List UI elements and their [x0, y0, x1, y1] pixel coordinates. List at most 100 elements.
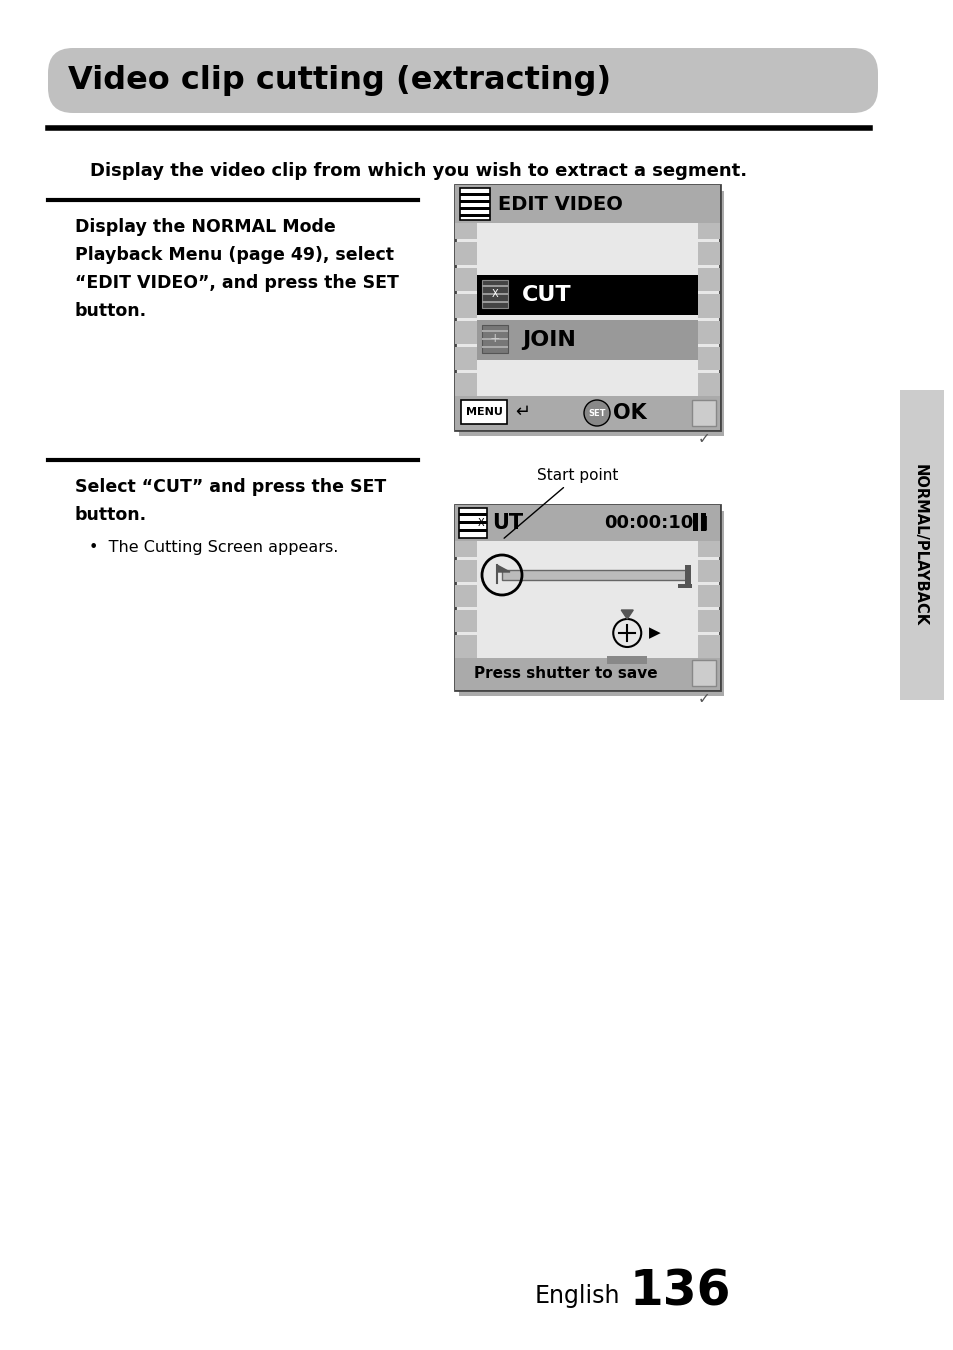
Text: “EDIT VIDEO”, and press the SET: “EDIT VIDEO”, and press the SET — [75, 274, 398, 292]
FancyBboxPatch shape — [48, 49, 877, 113]
Bar — [481, 338, 507, 340]
Text: ▶: ▶ — [649, 625, 660, 640]
Bar — [455, 636, 476, 657]
Bar — [698, 400, 720, 423]
Bar — [460, 400, 506, 424]
Text: OK: OK — [613, 404, 646, 423]
Text: +: + — [489, 332, 499, 346]
Text: CUT: CUT — [521, 285, 571, 305]
Text: 00:00:10: 00:00:10 — [603, 514, 692, 532]
Text: 136: 136 — [629, 1268, 731, 1315]
Bar — [698, 242, 720, 265]
Text: Select “CUT” and press the SET: Select “CUT” and press the SET — [75, 478, 386, 495]
Text: ↵: ↵ — [515, 404, 530, 421]
Bar — [481, 329, 507, 332]
Bar — [698, 559, 720, 582]
Bar — [481, 346, 507, 348]
Bar — [455, 400, 476, 423]
Bar — [455, 657, 720, 690]
Bar — [691, 660, 716, 686]
Text: button.: button. — [75, 506, 147, 524]
Bar — [476, 320, 698, 360]
Text: X: X — [477, 518, 484, 528]
Text: ✓: ✓ — [697, 691, 710, 706]
Bar — [455, 660, 476, 683]
Bar — [481, 293, 507, 296]
Bar — [700, 513, 705, 531]
Bar — [458, 513, 486, 516]
Text: MENU: MENU — [465, 406, 502, 417]
Text: Start point: Start point — [503, 468, 618, 539]
Bar — [455, 189, 476, 212]
Bar — [481, 301, 507, 302]
Bar — [455, 610, 476, 632]
Text: Playback Menu (page 49), select: Playback Menu (page 49), select — [75, 246, 394, 265]
Bar — [698, 585, 720, 608]
Bar — [459, 215, 490, 217]
Bar — [698, 636, 720, 657]
Bar — [678, 585, 691, 589]
Bar — [698, 294, 720, 317]
Bar — [455, 396, 720, 431]
Bar — [692, 513, 698, 531]
Bar — [459, 207, 490, 211]
Bar — [698, 216, 720, 239]
Bar — [455, 321, 476, 344]
Text: JOIN: JOIN — [521, 329, 576, 350]
Bar — [698, 660, 720, 683]
Bar — [698, 610, 720, 632]
Bar — [698, 189, 720, 212]
Bar — [459, 188, 490, 220]
Bar — [455, 185, 720, 431]
Bar — [455, 505, 720, 690]
Bar — [455, 269, 476, 292]
Bar — [698, 347, 720, 370]
Bar — [698, 269, 720, 292]
Bar — [698, 321, 720, 344]
Bar — [458, 529, 486, 532]
Bar — [698, 535, 720, 556]
FancyBboxPatch shape — [458, 190, 723, 436]
Polygon shape — [620, 610, 633, 620]
Bar — [458, 521, 486, 524]
Bar — [455, 585, 476, 608]
Text: NORMAL/PLAYBACK: NORMAL/PLAYBACK — [911, 464, 926, 626]
Text: SET: SET — [588, 409, 605, 417]
Circle shape — [583, 400, 609, 427]
Text: EDIT VIDEO: EDIT VIDEO — [497, 196, 622, 215]
Text: Video clip cutting (extracting): Video clip cutting (extracting) — [68, 65, 611, 96]
Polygon shape — [497, 566, 510, 572]
Text: UT: UT — [492, 513, 522, 533]
Text: ✓: ✓ — [697, 432, 710, 447]
Text: English: English — [534, 1284, 619, 1308]
Bar — [458, 508, 486, 539]
Bar — [455, 535, 476, 556]
Bar — [481, 325, 507, 352]
Bar — [481, 279, 507, 308]
Bar — [459, 200, 490, 202]
Bar — [455, 294, 476, 317]
Bar — [455, 242, 476, 265]
Text: Press shutter to save: Press shutter to save — [474, 667, 658, 682]
Text: X: X — [491, 289, 497, 298]
Bar — [476, 275, 698, 315]
Bar — [455, 505, 720, 541]
Bar — [481, 285, 507, 288]
Bar — [455, 559, 476, 582]
Text: Display the NORMAL Mode: Display the NORMAL Mode — [75, 217, 335, 236]
Text: button.: button. — [75, 302, 147, 320]
Bar — [455, 509, 476, 532]
Bar — [698, 374, 720, 397]
Bar — [459, 193, 490, 196]
Bar — [455, 185, 720, 223]
Bar — [607, 656, 646, 664]
Bar — [691, 400, 716, 427]
Bar — [455, 374, 476, 397]
Text: •  The Cutting Screen appears.: • The Cutting Screen appears. — [89, 540, 338, 555]
Bar — [501, 570, 687, 580]
Bar — [455, 216, 476, 239]
Bar — [458, 512, 723, 697]
Bar — [899, 390, 943, 701]
Bar — [455, 347, 476, 370]
Bar — [684, 566, 690, 587]
